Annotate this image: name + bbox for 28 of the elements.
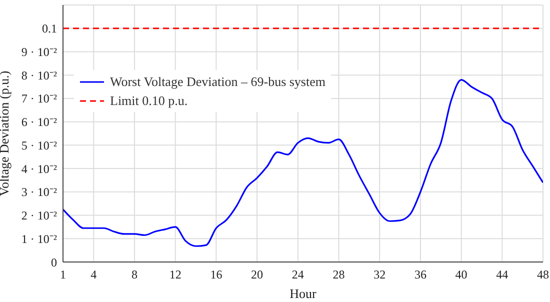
y-tick-label: 1 · 10⁻² xyxy=(21,232,58,246)
y-tick-label: 6 · 10⁻² xyxy=(21,115,58,130)
x-tick-label: 20 xyxy=(251,268,264,282)
legend-label: Worst Voltage Deviation – 69-bus system xyxy=(110,74,326,90)
y-tick-label: 4 · 10⁻² xyxy=(21,162,58,176)
x-tick-label: 8 xyxy=(131,268,138,282)
y-tick-label: 2 · 10⁻² xyxy=(21,208,58,223)
y-tick-label: 8 · 10⁻² xyxy=(21,68,58,82)
x-tick-label: 48 xyxy=(537,268,549,282)
x-tick-label: 4 xyxy=(90,268,97,282)
x-tick-label: 16 xyxy=(210,268,222,282)
x-tick-label: 1 xyxy=(60,268,66,282)
legend-label: Limit 0.10 p.u. xyxy=(110,92,188,108)
x-axis-title: Hour xyxy=(290,286,318,301)
y-tick-label: 0.1 xyxy=(42,22,57,36)
y-tick-label: 7 · 10⁻² xyxy=(21,92,58,106)
x-tick-label: 40 xyxy=(455,268,468,282)
x-tick-label: 28 xyxy=(332,268,345,282)
y-tick-label: 0 xyxy=(51,255,57,270)
x-tick-label: 24 xyxy=(292,268,304,282)
y-tick-label: 5 · 10⁻² xyxy=(21,138,58,152)
x-tick-label: 36 xyxy=(414,268,426,282)
x-tick-label: 12 xyxy=(169,268,182,282)
x-tick-label: 44 xyxy=(496,268,508,282)
x-tick-label: 32 xyxy=(374,268,386,282)
line-series xyxy=(63,78,543,247)
y-tick-label: 3 · 10⁻² xyxy=(21,185,58,200)
y-tick-label: 9 · 10⁻² xyxy=(21,44,58,59)
